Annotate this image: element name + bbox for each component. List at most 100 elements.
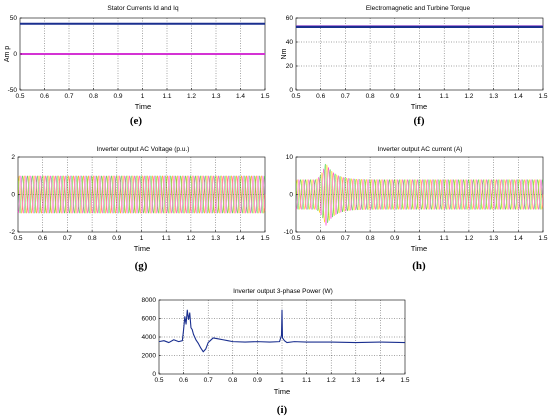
- panel-i-ytick-label: 8000: [142, 297, 157, 304]
- panel-g-xtick-label: 1.2: [186, 235, 195, 242]
- panel-i-xlabel: Time: [274, 387, 290, 396]
- panel-i-xtick-label: 0.8: [228, 377, 237, 384]
- panel-g-xtick-label: 0.6: [38, 235, 47, 242]
- panel-g-phase-1-line: [17, 175, 266, 214]
- panel-i-xtick-label: 1.4: [376, 377, 385, 384]
- panel-h-xtick-label: 0.9: [390, 235, 399, 242]
- panel-h-xtick-label: 1.5: [538, 235, 547, 242]
- panel-e-xtick-label: 0.7: [64, 93, 73, 100]
- panel-h-xtick-label: 0.6: [316, 235, 325, 242]
- panel-e-xtick-label: 1.1: [162, 93, 171, 100]
- panel-e-xtick-label: 0.6: [40, 93, 49, 100]
- panel-i-caption: (i): [277, 404, 288, 416]
- panel-g-xtick-label: 1.1: [162, 235, 171, 242]
- panel-i-xtick-label: 0.9: [253, 377, 262, 384]
- panel-h-ytick-label: 10: [286, 154, 294, 161]
- panel-h-xtick-label: 1: [418, 235, 422, 242]
- panel-g-title: Inverter output AC Voltage (p.u.): [97, 146, 190, 153]
- panel-e-xtick-label: 1.5: [260, 93, 269, 100]
- panel-f-xtick-label: 1.1: [440, 93, 449, 100]
- panel-e-ytick-label: 0: [13, 51, 17, 58]
- panel-g-xtick-label: 0.5: [13, 235, 22, 242]
- panel-f-xtick-label: 0.5: [291, 93, 300, 100]
- panel-g-xtick-label: 1.5: [260, 235, 269, 242]
- panel-h-xlabel: Time: [411, 244, 427, 253]
- panel-f-xtick-label: 0.6: [316, 93, 325, 100]
- panel-g: Inverter output AC Voltage (p.u.) 0.5 0.6…: [9, 146, 270, 272]
- panel-i-xtick-label: 0.5: [154, 377, 163, 384]
- panel-e-xtick-label: 1.3: [211, 93, 220, 100]
- panel-g-xtick-label: 1: [140, 235, 144, 242]
- panel-i-ytick-label: 6000: [142, 316, 157, 323]
- panel-h-xtick-label: 1.1: [440, 235, 449, 242]
- panel-h-xtick-label: 0.8: [366, 235, 375, 242]
- panel-e: Stator Currents Id and Iq Am p 0.5 0.6 0.7…: [4, 5, 270, 127]
- panel-h-phase-2-line: [295, 163, 544, 224]
- panel-e-xtick-label: 0.8: [89, 93, 98, 100]
- panel-e-ytick-label: -50: [8, 87, 18, 94]
- panel-e-xtick-label: 0.9: [113, 93, 122, 100]
- panel-f-caption: (f): [414, 115, 425, 127]
- panel-h-title: Inverter output AC current (A): [378, 146, 463, 153]
- panel-i-ytick-label: 4000: [142, 334, 157, 341]
- panel-f-ytick-label: 60: [286, 15, 294, 22]
- panel-f-xtick-label: 1.5: [538, 93, 547, 100]
- panel-f-ytick-label: 20: [286, 63, 294, 70]
- panel-f-xlabel: Time: [411, 102, 427, 111]
- panel-e-ytick-label: 50: [10, 15, 18, 22]
- panel-f-xtick-label: 0.8: [366, 93, 375, 100]
- panel-h-xtick-label: 1.4: [514, 235, 523, 242]
- panel-i-ytick-label: 2000: [142, 353, 157, 360]
- panel-e-title: Stator Currents Id and Iq: [107, 5, 179, 12]
- panel-e-xlabel: Time: [135, 102, 151, 111]
- panel-h-caption: (h): [412, 260, 426, 272]
- panel-h-phase-3-line: [295, 167, 544, 226]
- panel-g-phase-3-line: [17, 175, 266, 214]
- panel-f: Electromagnetic and Turbine Torque Nm 0.…: [281, 5, 548, 127]
- panel-e-xtick-label: 1.4: [236, 93, 245, 100]
- panel-f-xtick-label: 1: [418, 93, 422, 100]
- panel-i-ytick-label: 0: [152, 371, 156, 378]
- panel-e-xtick-label: 1: [141, 93, 145, 100]
- panel-h: Inverter output AC current (A) 0.5 0.6 0.7…: [284, 146, 548, 272]
- panel-g-ytick-label: -2: [9, 229, 15, 236]
- panel-f-ylabel: Nm: [281, 48, 288, 59]
- panel-i-xtick-label: 0.7: [204, 377, 213, 384]
- panel-g-ytick-label: 0: [11, 192, 15, 199]
- panel-i-title: Inverter output 3-phase Power (W): [233, 288, 333, 295]
- panel-i-xtick-label: 1: [280, 377, 284, 384]
- panel-f-xtick-label: 1.2: [464, 93, 473, 100]
- panel-h-ytick-label: 0: [289, 192, 293, 199]
- panel-h-ytick-label: -10: [284, 229, 294, 236]
- panel-i-series-1-line: [158, 309, 406, 353]
- panel-h-xtick-label: 0.5: [291, 235, 300, 242]
- panel-i-xtick-label: 1.2: [327, 377, 336, 384]
- panel-f-xtick-label: 0.9: [390, 93, 399, 100]
- panel-f-title: Electromagnetic and Turbine Torque: [366, 5, 471, 12]
- panel-g-xtick-label: 1.3: [211, 235, 220, 242]
- panel-g-xtick-label: 0.7: [63, 235, 72, 242]
- panel-i-xtick-label: 1.3: [351, 377, 360, 384]
- panel-g-xtick-label: 1.4: [236, 235, 245, 242]
- panel-e-ylabel: Am p: [4, 46, 11, 62]
- panel-f-xtick-label: 1.3: [489, 93, 498, 100]
- panel-e-xtick-label: 1.2: [187, 93, 196, 100]
- panel-i-xtick-label: 0.6: [179, 377, 188, 384]
- panel-i-xtick-label: 1.1: [302, 377, 311, 384]
- panel-h-xtick-label: 0.7: [341, 235, 350, 242]
- panel-e-caption: (e): [130, 115, 143, 127]
- panel-i-xtick-label: 1.5: [400, 377, 409, 384]
- panel-h-phase-1-line: [295, 164, 544, 223]
- panel-g-phase-2-line: [17, 175, 266, 214]
- panel-g-xtick-label: 0.9: [112, 235, 121, 242]
- panel-g-xtick-label: 0.8: [88, 235, 97, 242]
- panel-f-xtick-label: 1.4: [514, 93, 523, 100]
- panel-h-xtick-label: 1.3: [489, 235, 498, 242]
- panel-f-xtick-label: 0.7: [341, 93, 350, 100]
- panel-f-ytick-label: 0: [289, 87, 293, 94]
- panel-g-xlabel: Time: [134, 244, 150, 253]
- panel-f-ytick-label: 40: [286, 39, 294, 46]
- panel-e-xtick-label: 0.5: [15, 93, 24, 100]
- panel-g-caption: (g): [135, 260, 148, 272]
